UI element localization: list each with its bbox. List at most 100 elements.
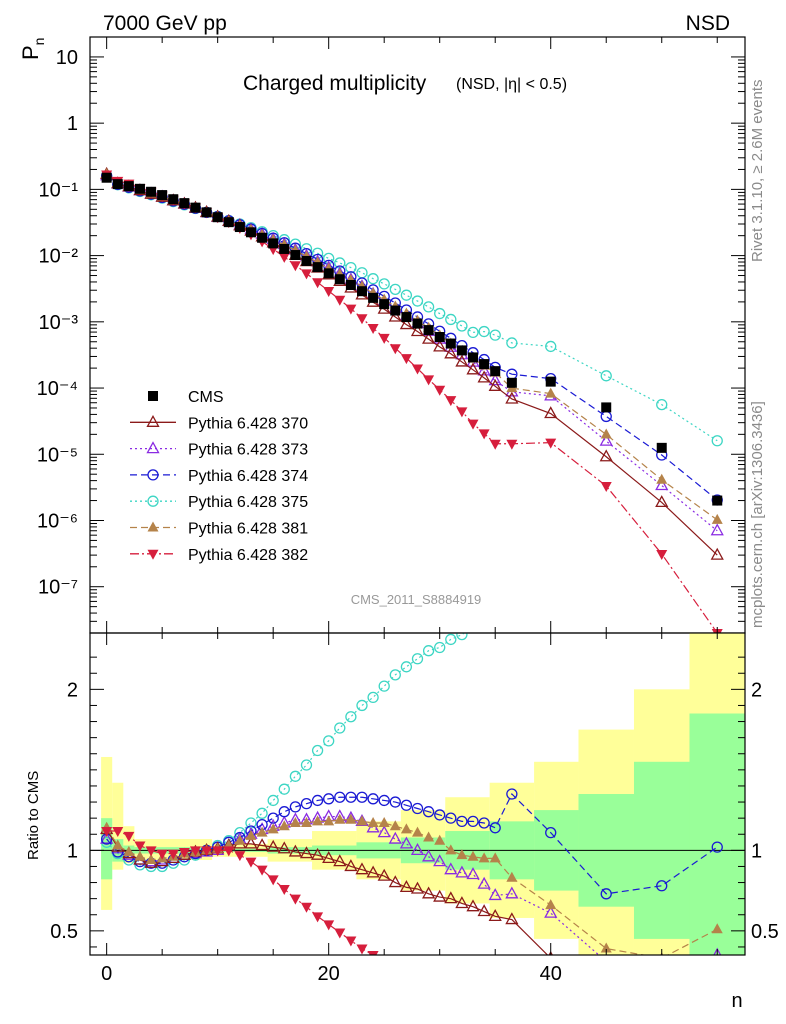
data-point: [445, 844, 457, 855]
data-point: [134, 841, 146, 852]
data-point: [444, 891, 458, 904]
data-point: [123, 181, 134, 192]
data-point: [334, 274, 345, 285]
data-point: [412, 826, 423, 837]
data-point: [190, 202, 201, 213]
data-point: [378, 816, 390, 827]
data-point: [388, 875, 402, 888]
data-point: [300, 816, 312, 827]
data-point: [422, 806, 435, 818]
data-point: [334, 791, 346, 803]
chart-title: Charged multiplicity: [243, 72, 427, 95]
data-point: [466, 899, 480, 912]
legend-entry: Pythia 6.428 382: [130, 547, 308, 564]
y-tick-label: 1: [67, 113, 78, 135]
data-point: [656, 398, 668, 411]
data-point: [711, 435, 723, 447]
data-point: [112, 179, 123, 190]
data-point: [389, 344, 401, 355]
data-point: [545, 438, 557, 449]
data-point: [468, 622, 478, 632]
x-tick-label: 40: [540, 963, 562, 985]
data-point: [377, 868, 391, 881]
data-point: [212, 212, 223, 223]
data-point: [434, 307, 446, 320]
y-axis-label: Pn: [18, 38, 47, 60]
data-point: [367, 951, 379, 955]
band-inner: [689, 713, 745, 955]
data-point: [278, 252, 290, 263]
data-point: [599, 433, 613, 446]
data-point: [399, 880, 413, 893]
y-tick-label: 10⁻³: [39, 312, 79, 334]
data-point: [479, 359, 490, 370]
legend-entry: Pythia 6.428 373: [130, 441, 308, 459]
data-point: [605, 954, 607, 955]
data-point: [278, 783, 290, 795]
ratio-series-line: [106, 792, 718, 895]
data-point: [377, 825, 391, 838]
data-point: [345, 813, 357, 824]
data-point: [489, 439, 501, 450]
data-point: [355, 862, 369, 875]
data-point: [356, 314, 368, 325]
data-point: [477, 363, 491, 376]
data-point: [545, 376, 556, 387]
data-point: [400, 289, 413, 301]
x-axis-label: n: [731, 990, 742, 1012]
data-point: [123, 831, 135, 842]
data-point: [477, 904, 491, 917]
data-point: [489, 329, 501, 341]
data-point: [323, 735, 335, 747]
data-point: [101, 827, 113, 838]
chart-title-suffix: (NSD, |η| < 0.5): [456, 76, 567, 93]
data-point: [201, 846, 213, 857]
ratio-tick-label-left: 0.5: [50, 921, 78, 943]
data-point: [490, 366, 501, 377]
data-point: [466, 867, 480, 880]
data-point: [477, 876, 491, 889]
data-point: [278, 806, 290, 818]
ratio-axis-label: Ratio to CMS: [25, 771, 42, 860]
data-point: [289, 801, 302, 813]
data-point: [366, 865, 380, 878]
data-point: [345, 936, 357, 947]
data-point: [422, 645, 435, 657]
data-point: [234, 851, 246, 862]
data-point: [389, 796, 401, 808]
data-point: [367, 273, 379, 285]
data-point: [277, 841, 291, 854]
data-point: [378, 278, 390, 290]
data-point: [300, 798, 313, 810]
legend-entry: Pythia 6.428 375: [130, 494, 308, 511]
legend-label: Pythia 6.428 382: [188, 547, 308, 564]
data-point: [289, 770, 302, 782]
data-point: [477, 370, 491, 383]
series-line: [106, 173, 718, 633]
y-tick-label: 10⁻²: [39, 246, 79, 268]
ratio-curves: [100, 622, 723, 955]
legend-label: Pythia 6.428 370: [188, 415, 308, 432]
data-point: [256, 807, 268, 819]
data-point: [112, 827, 124, 838]
data-point: [488, 909, 502, 922]
data-point: [356, 699, 368, 712]
uncertainty-bands: [101, 633, 745, 955]
data-point: [323, 268, 334, 279]
data-point: [267, 794, 279, 807]
data-point: [189, 846, 201, 857]
data-point: [467, 850, 479, 861]
data-point: [445, 396, 457, 407]
data-point: [445, 633, 457, 646]
data-point: [278, 884, 290, 895]
data-point: [656, 880, 668, 892]
data-point: [245, 857, 257, 868]
data-point: [311, 744, 324, 757]
data-point: [300, 902, 312, 913]
data-point: [147, 469, 159, 481]
data-point: [488, 888, 502, 901]
process-label: NSD: [686, 12, 730, 35]
data-point: [312, 815, 324, 826]
data-point: [123, 845, 135, 856]
